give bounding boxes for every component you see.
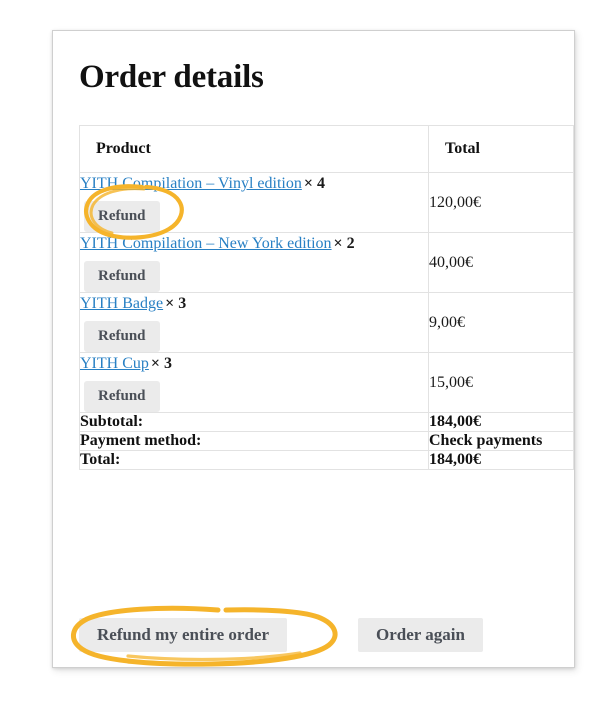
page-title: Order details xyxy=(79,59,264,95)
footer-actions: Refund my entire order Order again xyxy=(79,618,549,658)
product-line: YITH Cup × 3 xyxy=(80,353,428,374)
product-line: YITH Compilation – New York edition × 2 xyxy=(80,233,428,254)
table-row: YITH Compilation – Vinyl edition × 4 Refu… xyxy=(79,172,574,233)
product-total: 9,00€ xyxy=(428,292,574,353)
product-link[interactable]: YITH Cup xyxy=(80,355,149,372)
table-row: YITH Cup × 3 Refund 15,00€ xyxy=(79,352,574,413)
summary-label: Subtotal: xyxy=(79,412,429,432)
product-link[interactable]: YITH Compilation – Vinyl edition xyxy=(80,175,302,192)
summary-row-subtotal: Subtotal: 184,00€ xyxy=(79,412,574,432)
order-again-button[interactable]: Order again xyxy=(358,618,483,652)
refund-item-button[interactable]: Refund xyxy=(84,321,160,352)
table-body: YITH Compilation – Vinyl edition × 4 Refu… xyxy=(79,172,574,470)
summary-label: Total: xyxy=(79,450,429,470)
product-cell: YITH Compilation – Vinyl edition × 4 Refu… xyxy=(79,172,429,233)
table-row: YITH Compilation – New York edition × 2 R… xyxy=(79,232,574,293)
refund-entire-order-button[interactable]: Refund my entire order xyxy=(79,618,288,652)
refund-item-button[interactable]: Refund xyxy=(84,381,160,412)
table-head: Product Total xyxy=(79,125,574,173)
summary-row-payment-method: Payment method: Check payments xyxy=(79,431,574,451)
product-cell: YITH Badge × 3 Refund xyxy=(79,292,429,353)
table-row: YITH Badge × 3 Refund 9,00€ xyxy=(79,292,574,353)
summary-label: Payment method: xyxy=(79,431,429,451)
product-total: 120,00€ xyxy=(428,172,574,233)
product-cell: YITH Compilation – New York edition × 2 R… xyxy=(79,232,429,293)
column-header-product: Product xyxy=(79,125,429,173)
table-header-row: Product Total xyxy=(79,125,574,173)
order-details-card-inner: Order details Product Total xyxy=(53,31,574,667)
refund-item-button[interactable]: Refund xyxy=(84,261,160,292)
product-quantity: × 2 xyxy=(333,235,355,252)
refund-item-button[interactable]: Refund xyxy=(84,201,160,232)
product-quantity: × 4 xyxy=(303,175,325,192)
product-link[interactable]: YITH Compilation – New York edition xyxy=(80,235,332,252)
product-total: 40,00€ xyxy=(428,232,574,293)
product-line: YITH Compilation – Vinyl edition × 4 xyxy=(80,173,428,194)
order-details-card: Order details Product Total xyxy=(52,30,575,668)
summary-value: 184,00€ xyxy=(428,412,574,432)
product-line: YITH Badge × 3 xyxy=(80,293,428,314)
column-header-total: Total xyxy=(428,125,574,173)
order-items-table: Product Total YITH Compilation – Vinyl e… xyxy=(79,125,574,470)
product-total: 15,00€ xyxy=(428,352,574,413)
product-cell: YITH Cup × 3 Refund xyxy=(79,352,429,413)
summary-value: Check payments xyxy=(428,431,574,451)
product-link[interactable]: YITH Badge xyxy=(80,295,164,312)
summary-row-total: Total: 184,00€ xyxy=(79,450,574,470)
product-quantity: × 3 xyxy=(165,295,187,312)
summary-value: 184,00€ xyxy=(428,450,574,470)
product-quantity: × 3 xyxy=(150,355,173,372)
